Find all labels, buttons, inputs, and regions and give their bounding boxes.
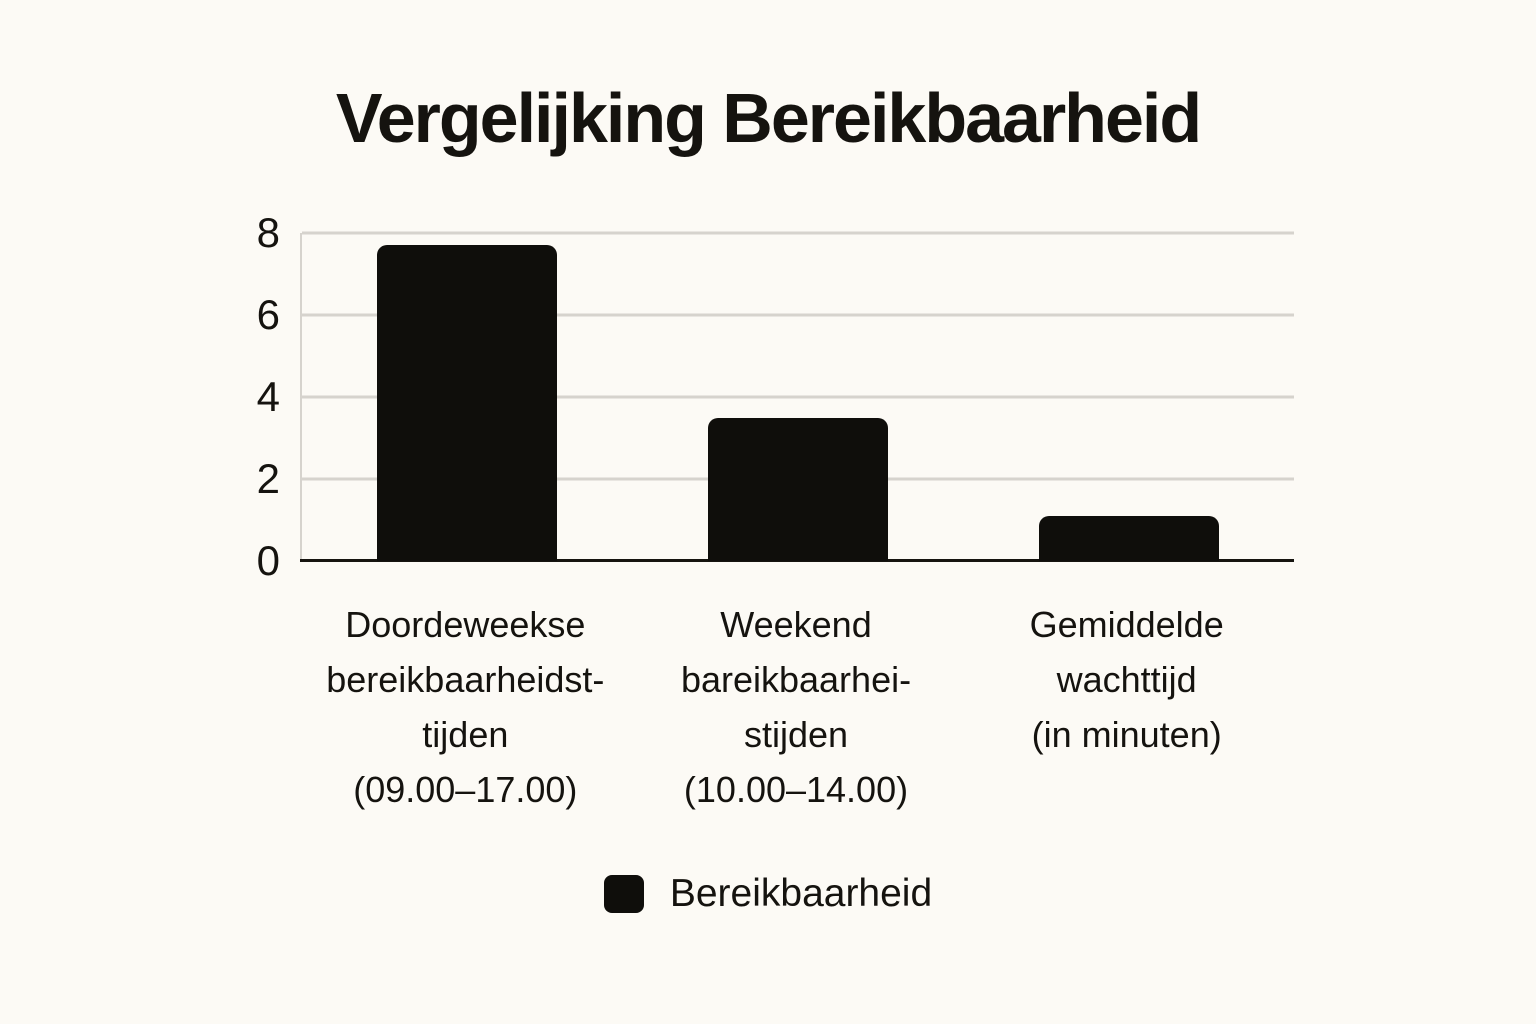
- y-tick-label: 8: [256, 209, 280, 256]
- bar-2: [707, 417, 889, 561]
- plot-area: [300, 231, 1294, 562]
- legend-swatch: [603, 875, 644, 913]
- y-axis: 0 2 4 6 8: [170, 212, 280, 582]
- bar-1: [377, 245, 558, 561]
- gridline: [302, 231, 1294, 235]
- gridline: [302, 313, 1294, 317]
- x-category-label: Doordeweekse bereikbaarheidst- tijden (0…: [326, 604, 605, 810]
- bar-3: [1038, 515, 1219, 561]
- y-tick-label: 2: [256, 455, 280, 502]
- chart-title: Vergelijking Bereikbaarheid: [335, 79, 1202, 157]
- gridline: [302, 395, 1294, 399]
- y-tick-label: 0: [256, 537, 280, 584]
- legend: Bereikbaarheid: [0, 872, 1536, 916]
- x-category-label: Weekend bareikbaarhei- stijden (10.00–14…: [680, 604, 912, 810]
- y-tick-label: 4: [256, 373, 280, 420]
- x-axis-labels: Doordeweekse bereikbaarheidst- tijden (0…: [300, 597, 1292, 817]
- x-category-label: Gemiddelde wachttijd (in minuten): [1029, 604, 1224, 755]
- y-tick-label: 6: [256, 291, 280, 338]
- legend-label: Bereikbaarheid: [669, 872, 933, 915]
